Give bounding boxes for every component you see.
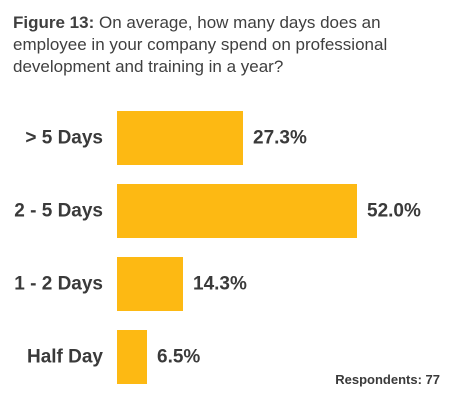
- category-label-3: Half Day: [27, 347, 103, 368]
- category-label-0: > 5 Days: [25, 128, 103, 149]
- value-label-3: 6.5%: [157, 347, 200, 368]
- category-label-2: 1 - 2 Days: [14, 274, 103, 295]
- bar-3: [117, 330, 147, 384]
- value-label-2: 14.3%: [193, 274, 247, 295]
- figure-number: Figure 13:: [13, 13, 95, 32]
- bar-2: [117, 257, 183, 311]
- value-label-1: 52.0%: [367, 201, 421, 222]
- bar-1: [117, 184, 357, 238]
- category-label-1: 2 - 5 Days: [14, 201, 103, 222]
- figure-question: On average, how many days does an employ…: [13, 13, 388, 76]
- chart-title: Figure 13: On average, how many days doe…: [13, 12, 443, 78]
- bar-0: [117, 111, 243, 165]
- value-label-0: 27.3%: [253, 128, 307, 149]
- respondents-note: Respondents: 77: [335, 372, 440, 387]
